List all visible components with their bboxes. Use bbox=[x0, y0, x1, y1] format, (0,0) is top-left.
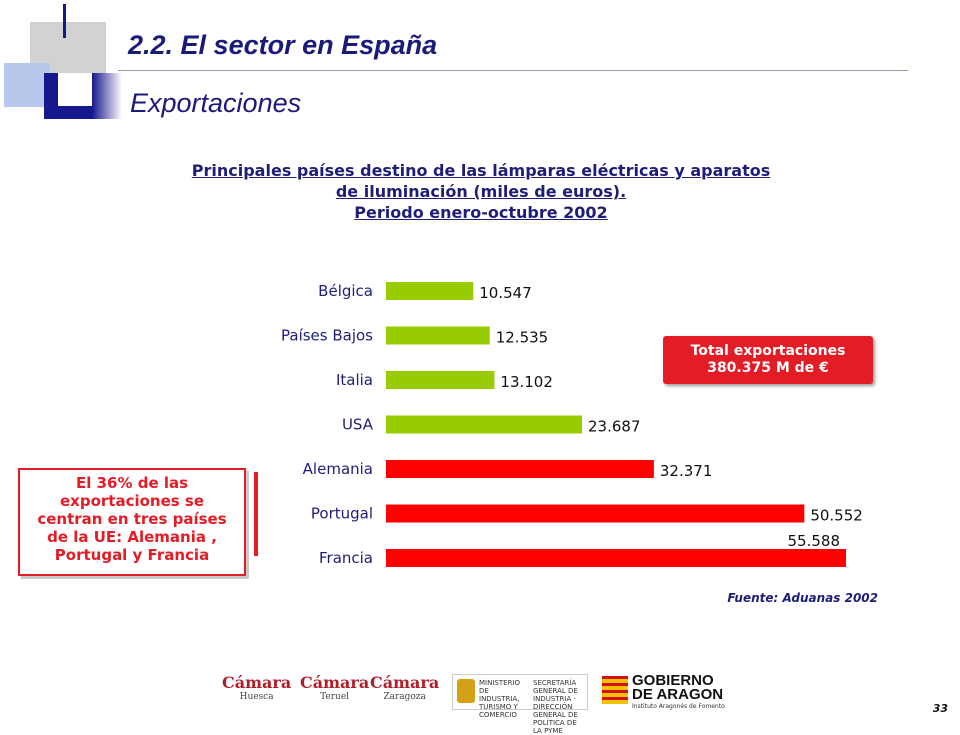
logo-square-fade bbox=[92, 73, 122, 119]
category-label: Bélgica bbox=[318, 282, 373, 300]
aragon-name-line1: GOBIERNO bbox=[632, 672, 714, 689]
note-bracket bbox=[254, 472, 258, 556]
note-line3: centran en tres países bbox=[37, 510, 227, 528]
category-label: USA bbox=[342, 416, 374, 434]
note-line4: de la UE: Alemania , bbox=[47, 528, 217, 546]
camara-huesca-name: Cámara bbox=[222, 673, 292, 692]
bar bbox=[386, 415, 583, 434]
value-label: 32.371 bbox=[660, 462, 713, 480]
coat-of-arms-icon bbox=[457, 679, 475, 703]
aragon-institute: Instituto Aragonés de Fomento bbox=[632, 703, 725, 710]
category-label: Portugal bbox=[311, 505, 373, 523]
aragon-flag-icon bbox=[602, 676, 628, 704]
logo-vertical-line bbox=[63, 4, 66, 38]
value-label: 10.547 bbox=[479, 284, 532, 302]
chart-heading-line3: Periodo enero-octubre 2002 bbox=[354, 203, 608, 222]
total-exports-label: Total exportaciones bbox=[690, 343, 846, 359]
aragon-name: GOBIERNO DE ARAGON bbox=[632, 672, 724, 703]
aragon-name-line2: DE ARAGON bbox=[632, 686, 724, 703]
value-label: 12.535 bbox=[496, 329, 549, 347]
category-label: Francia bbox=[319, 549, 373, 567]
note-line1: El 36% de las bbox=[75, 474, 189, 492]
bar bbox=[386, 371, 495, 389]
value-label: 13.102 bbox=[500, 373, 553, 391]
chart-heading: Principales países destino de las lámpar… bbox=[120, 160, 842, 223]
page-number: 33 bbox=[932, 702, 948, 715]
footer-logos: Cámara Huesca Cámara Teruel Cámara Zarag… bbox=[222, 672, 742, 735]
ministerio-logo: MINISTERIO DE INDUSTRIA, TURISMO Y COMER… bbox=[452, 674, 588, 735]
camara-teruel-logo: Cámara Teruel bbox=[300, 674, 369, 703]
camara-teruel-city: Teruel bbox=[320, 692, 350, 702]
gobierno-aragon-logo: GOBIERNO DE ARAGON Instituto Aragonés de… bbox=[602, 672, 742, 710]
bar bbox=[386, 326, 490, 345]
source-note: Fuente: Aduanas 2002 bbox=[727, 591, 878, 605]
secretaria-text: SECRETARÍA GENERAL DE INDUSTRIA · DIRECC… bbox=[533, 679, 578, 735]
bar bbox=[386, 504, 805, 523]
total-exports-value: 380.375 M de € bbox=[707, 360, 829, 376]
category-label: Países Bajos bbox=[281, 327, 373, 345]
total-exports-box: Total exportaciones 380.375 M de € bbox=[663, 336, 873, 384]
header-rule bbox=[118, 70, 908, 71]
note-line5: Portugal y Francia bbox=[54, 546, 210, 564]
value-label: 55.588 bbox=[788, 532, 841, 550]
chart-heading-line1: Principales países destino de las lámpar… bbox=[191, 161, 771, 180]
chart-heading-line2: de iluminación (miles de euros). bbox=[335, 182, 627, 201]
camara-huesca-city: Huesca bbox=[239, 692, 274, 702]
category-label: Alemania bbox=[303, 460, 373, 478]
value-label: 50.552 bbox=[810, 507, 863, 525]
page-title: 2.2. El sector en España bbox=[128, 30, 438, 60]
camara-zaragoza-logo: Cámara Zaragoza bbox=[370, 674, 439, 703]
bar bbox=[386, 460, 654, 478]
logo-square-light bbox=[4, 63, 50, 107]
camara-zaragoza-name: Cámara bbox=[370, 673, 440, 692]
camara-huesca-logo: Cámara Huesca bbox=[222, 674, 291, 703]
page-subtitle: Exportaciones bbox=[130, 88, 302, 118]
ministerio-text: MINISTERIO DE INDUSTRIA, TURISMO Y COMER… bbox=[479, 679, 520, 719]
note-line2: exportaciones se bbox=[59, 492, 205, 510]
bar bbox=[386, 549, 846, 567]
eu-share-note: El 36% de las exportaciones se centran e… bbox=[18, 468, 246, 576]
camara-teruel-name: Cámara bbox=[300, 673, 370, 692]
bar bbox=[386, 282, 474, 300]
value-label: 23.687 bbox=[588, 418, 641, 436]
category-label: Italia bbox=[336, 371, 373, 389]
camara-zaragoza-city: Zaragoza bbox=[383, 692, 426, 702]
bar-chart: Bélgica 10.547 Países Bajos 12.535 Italia 13.… bbox=[281, 282, 863, 567]
